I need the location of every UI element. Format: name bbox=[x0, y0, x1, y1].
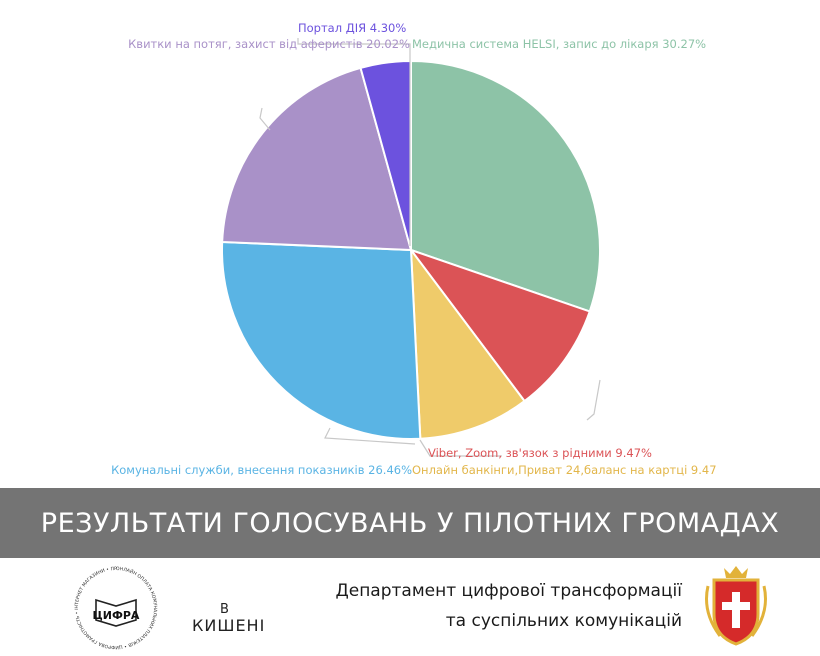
shield-icon bbox=[705, 566, 767, 646]
department-line-1: Департамент цифрової трансформації bbox=[335, 581, 682, 601]
v-kysheni-logo-bottom: КИШЕНІ bbox=[192, 616, 266, 635]
pie-slices bbox=[221, 59, 601, 440]
cyfra-ring-text: ОНЛАЙН ОПЛАТА КОМУНАЛЬНИХ ПЛАТЕЖІВ • ЦИФ… bbox=[68, 562, 158, 650]
pie-slice-tickets bbox=[221, 66, 413, 252]
cyfra-logo: ОНЛАЙН ОПЛАТА КОМУНАЛЬНИХ ПЛАТЕЖІВ • ЦИФ… bbox=[68, 562, 158, 650]
pie-labels: Медична система HELSI, запис до лікаря 3… bbox=[111, 21, 716, 477]
slice-label-banking: Онлайн банкінги,Приват 24,баланс на карт… bbox=[412, 463, 717, 477]
slice-label-viber: Viber, Zoom, зв'язок з рідними 9.47% bbox=[428, 446, 652, 460]
pie-slice-helsi bbox=[410, 59, 601, 313]
slice-label-tickets: Квитки на потяг, захист від аферистів 20… bbox=[128, 37, 410, 51]
pie-slice-diia bbox=[359, 59, 412, 251]
slice-label-helsi: Медична система HELSI, запис до лікаря 3… bbox=[412, 37, 706, 51]
department-name: Департамент цифрової трансформації та су… bbox=[335, 576, 682, 636]
pie-slice-viber bbox=[408, 247, 591, 403]
pie-slice-banking bbox=[409, 246, 526, 440]
pie-chart: Медична система HELSI, запис до лікаря 3… bbox=[111, 21, 716, 477]
pie-slice-communal bbox=[221, 240, 422, 440]
banner-title: РЕЗУЛЬТАТИ ГОЛОСУВАНЬ У ПІЛОТНИХ ГРОМАДА… bbox=[40, 507, 780, 539]
department-line-2: та суспільних комунікацій bbox=[445, 611, 682, 631]
svg-text:ОНЛАЙН ОПЛАТА КОМУНАЛЬНИХ ПЛАТ: ОНЛАЙН ОПЛАТА КОМУНАЛЬНИХ ПЛАТЕЖІВ • ЦИФ… bbox=[68, 562, 158, 650]
slice-label-diia: Портал ДІЯ 4.30% bbox=[298, 21, 406, 35]
pie-label-brackets bbox=[259, 38, 601, 457]
slice-label-communal: Комунальні служби, внесення показників 2… bbox=[111, 463, 412, 477]
v-kysheni-logo-top: В bbox=[220, 602, 229, 617]
footer: ОНЛАЙН ОПЛАТА КОМУНАЛЬНИХ ПЛАТЕЖІВ • ЦИФ… bbox=[0, 558, 820, 656]
rivne-oblast-emblem bbox=[700, 562, 772, 648]
v-kysheni-logo: В КИШЕНІ bbox=[192, 602, 272, 636]
cyfra-logo-name: ЦИФРА bbox=[93, 609, 140, 622]
results-banner: РЕЗУЛЬТАТИ ГОЛОСУВАНЬ У ПІЛОТНИХ ГРОМАДА… bbox=[0, 488, 820, 558]
